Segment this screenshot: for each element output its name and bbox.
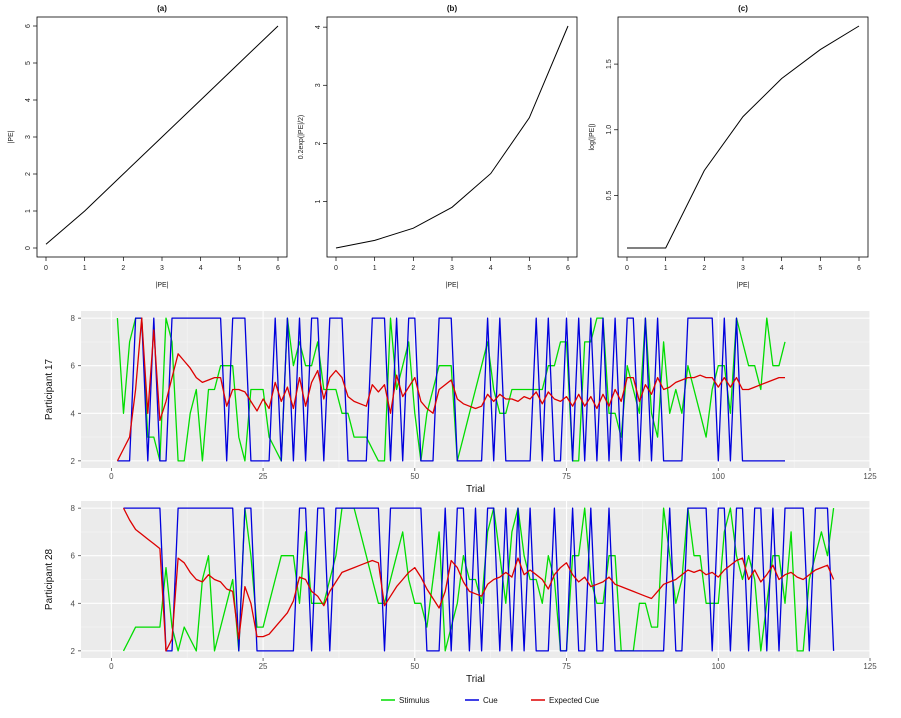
y-tick-label-c: 1.0 (606, 125, 613, 135)
x-axis-label-p17: Trial (466, 484, 485, 495)
x-tick-label-a: 0 (44, 265, 48, 272)
x-tick-label-b: 3 (450, 265, 454, 272)
plot-line-b (335, 25, 569, 249)
series-line-cue (117, 317, 785, 462)
x-tick-label-c: 0 (625, 265, 629, 272)
y-tick-label-b: 4 (315, 25, 322, 29)
y-tick-label-p17: 2 (71, 457, 76, 466)
x-tick-label-p28: 50 (410, 662, 419, 671)
x-tick-label-a: 6 (276, 265, 280, 272)
plot-title-a: (a) (157, 4, 167, 13)
x-tick-label-p28: 100 (712, 662, 726, 671)
series-line-cue (123, 507, 835, 652)
y-tick-label-b: 3 (315, 83, 322, 87)
x-axis-label-b: |PE| (446, 282, 459, 289)
x-tick-label-b: 0 (334, 265, 338, 272)
x-tick-label-p28: 25 (259, 662, 268, 671)
plot-line-a (45, 25, 279, 245)
series-line-expected-cue (116, 317, 785, 462)
x-tick-label-b: 6 (566, 265, 570, 272)
y-tick-label-b: 1 (315, 199, 322, 203)
plot-frame-c (617, 16, 869, 258)
x-axis-label-c: |PE| (737, 282, 750, 289)
plot-b: 0 1 2 3 4 5 6 1 2 3 4 (b) |PE| 0.2exp(|PE|/2) (298, 4, 578, 289)
y-tick-label-p17: 6 (71, 362, 76, 371)
x-tick-label-b: 4 (489, 265, 493, 272)
x-tick-label-p17: 50 (410, 472, 419, 481)
legend: Stimulus Cue Expected Cue (381, 696, 600, 705)
y-tick-label-c: 0.5 (606, 190, 613, 200)
x-tick-label-c: 3 (741, 265, 745, 272)
x-tick-label-a: 1 (83, 265, 87, 272)
y-tick-label-a: 0 (25, 246, 32, 250)
y-axis-label-b: 0.2exp(|PE|/2) (298, 115, 305, 160)
x-tick-label-p28: 0 (109, 662, 114, 671)
y-tick-label-a: 2 (25, 172, 32, 176)
x-tick-label-p17: 0 (109, 472, 114, 481)
y-tick-label-a: 1 (25, 209, 32, 213)
series-line-expected-cue (122, 507, 835, 652)
y-tick-label-a: 4 (25, 98, 32, 102)
x-tick-label-b: 2 (411, 265, 415, 272)
x-axis-label-p28: Trial (466, 674, 485, 685)
y-tick-label-p28: 2 (71, 647, 76, 656)
x-tick-label-b: 1 (373, 265, 377, 272)
x-tick-label-c: 4 (780, 265, 784, 272)
y-axis-label-p17: Participant 17 (44, 358, 55, 420)
y-axis-label-c: log(|PE|) (589, 124, 596, 151)
y-tick-label-p17: 4 (71, 409, 76, 418)
x-tick-label-c: 1 (664, 265, 668, 272)
x-tick-label-b: 5 (527, 265, 531, 272)
plot-line-c (627, 25, 860, 249)
y-axis-label-p28: Participant 28 (44, 548, 55, 610)
plot-frame-b (326, 16, 578, 258)
x-tick-label-a: 3 (160, 265, 164, 272)
x-tick-label-c: 2 (702, 265, 706, 272)
series-line-stimulus (116, 317, 786, 462)
y-axis-label-a: |PE| (8, 130, 15, 143)
y-tick-label-b: 2 (315, 141, 322, 145)
y-tick-label-p28: 8 (71, 504, 76, 513)
x-tick-label-c: 6 (857, 265, 861, 272)
x-tick-label-p17: 100 (712, 472, 726, 481)
x-tick-label-c: 5 (818, 265, 822, 272)
x-tick-label-a: 2 (121, 265, 125, 272)
y-tick-label-p28: 6 (71, 552, 76, 561)
legend-label-cue: Cue (483, 696, 498, 705)
panel-p17: 0 25 50 75 100 125 2 4 6 8 Trial Participant 17 (44, 311, 877, 495)
plot-c: 0 1 2 3 4 5 6 0.5 1.0 1.5 (c) |PE| log(|PE|) (589, 4, 869, 289)
x-tick-label-p17: 125 (863, 472, 877, 481)
x-axis-label-a: |PE| (156, 282, 169, 289)
panel-p28: 0 25 50 75 100 125 2 4 6 8 Trial Participant 28 (44, 501, 877, 685)
y-tick-label-a: 3 (25, 135, 32, 139)
x-tick-label-a: 5 (237, 265, 241, 272)
y-tick-label-p17: 8 (71, 314, 76, 323)
y-tick-label-a: 6 (25, 24, 32, 28)
legend-label-expected-cue: Expected Cue (549, 696, 600, 705)
legend-label-stimulus: Stimulus (399, 696, 430, 705)
x-tick-label-p17: 75 (562, 472, 571, 481)
x-tick-label-p28: 125 (863, 662, 877, 671)
plot-title-c: (c) (738, 4, 748, 13)
x-tick-label-p17: 25 (259, 472, 268, 481)
y-tick-label-a: 5 (25, 61, 32, 65)
plot-title-b: (b) (447, 4, 458, 13)
x-tick-label-p28: 75 (562, 662, 571, 671)
plot-a: 0 1 2 3 4 5 6 0 1 2 3 4 5 6 (a) |PE| |PE| (8, 4, 288, 289)
y-tick-label-c: 1.5 (606, 59, 613, 69)
x-tick-label-a: 4 (199, 265, 203, 272)
y-tick-label-p28: 4 (71, 599, 76, 608)
